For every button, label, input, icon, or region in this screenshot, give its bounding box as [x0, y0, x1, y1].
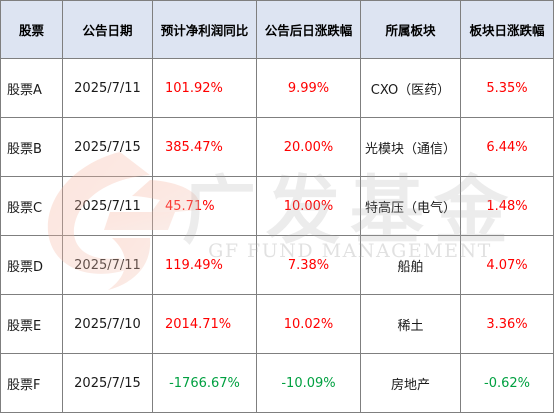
- sector-change-cell: 1.48%: [460, 176, 554, 236]
- date-cell: 2025/7/15: [62, 353, 153, 413]
- post-change-cell: 10.02%: [256, 294, 361, 354]
- profit-yoy-cell: 45.71%: [152, 176, 257, 236]
- date-cell: 2025/7/11: [62, 58, 153, 118]
- table-row: 股票B 2025/7/15 385.47% 20.00% 光模块（通信） 6.4…: [0, 117, 554, 177]
- sector-cell: 特高压（电气）: [360, 176, 461, 236]
- header-sector-change: 板块日涨跌幅: [460, 0, 554, 59]
- date-cell: 2025/7/10: [62, 294, 153, 354]
- profit-yoy-cell: 101.92%: [152, 58, 257, 118]
- stock-cell: 股票B: [0, 117, 63, 177]
- post-change-cell: 9.99%: [256, 58, 361, 118]
- stock-cell: 股票C: [0, 176, 63, 236]
- table-row: 股票A 2025/7/11 101.92% 9.99% CXO（医药） 5.35…: [0, 58, 554, 118]
- stock-cell: 股票F: [0, 353, 63, 413]
- profit-yoy-cell: -1766.67%: [152, 353, 257, 413]
- post-change-cell: -10.09%: [256, 353, 361, 413]
- stock-cell: 股票E: [0, 294, 63, 354]
- header-post-change: 公告后日涨跌幅: [256, 0, 361, 59]
- date-cell: 2025/7/11: [62, 235, 153, 295]
- date-cell: 2025/7/15: [62, 117, 153, 177]
- table-row: 股票D 2025/7/11 119.49% 7.38% 船舶 4.07%: [0, 235, 554, 295]
- header-profit-yoy: 预计净利润同比: [152, 0, 257, 59]
- sector-change-cell: 5.35%: [460, 58, 554, 118]
- stock-cell: 股票A: [0, 58, 63, 118]
- date-cell: 2025/7/11: [62, 176, 153, 236]
- sector-change-cell: -0.62%: [460, 353, 554, 413]
- header-date: 公告日期: [62, 0, 153, 59]
- profit-yoy-cell: 119.49%: [152, 235, 257, 295]
- sector-change-cell: 3.36%: [460, 294, 554, 354]
- header-stock: 股票: [0, 0, 63, 59]
- sector-cell: 船舶: [360, 235, 461, 295]
- sector-cell: 房地产: [360, 353, 461, 413]
- sector-cell: 光模块（通信）: [360, 117, 461, 177]
- post-change-cell: 10.00%: [256, 176, 361, 236]
- profit-yoy-cell: 385.47%: [152, 117, 257, 177]
- sector-cell: CXO（医药）: [360, 58, 461, 118]
- sector-change-cell: 4.07%: [460, 235, 554, 295]
- table-row: 股票C 2025/7/11 45.71% 10.00% 特高压（电气） 1.48…: [0, 176, 554, 236]
- header-sector: 所属板块: [360, 0, 461, 59]
- post-change-cell: 7.38%: [256, 235, 361, 295]
- sector-cell: 稀土: [360, 294, 461, 354]
- header-row: 股票 公告日期 预计净利润同比 公告后日涨跌幅 所属板块 板块日涨跌幅: [0, 0, 554, 59]
- table-row: 股票F 2025/7/15 -1766.67% -10.09% 房地产 -0.6…: [0, 353, 554, 413]
- profit-yoy-cell: 2014.71%: [152, 294, 257, 354]
- post-change-cell: 20.00%: [256, 117, 361, 177]
- stock-cell: 股票D: [0, 235, 63, 295]
- table-row: 股票E 2025/7/10 2014.71% 10.02% 稀土 3.36%: [0, 294, 554, 354]
- sector-change-cell: 6.44%: [460, 117, 554, 177]
